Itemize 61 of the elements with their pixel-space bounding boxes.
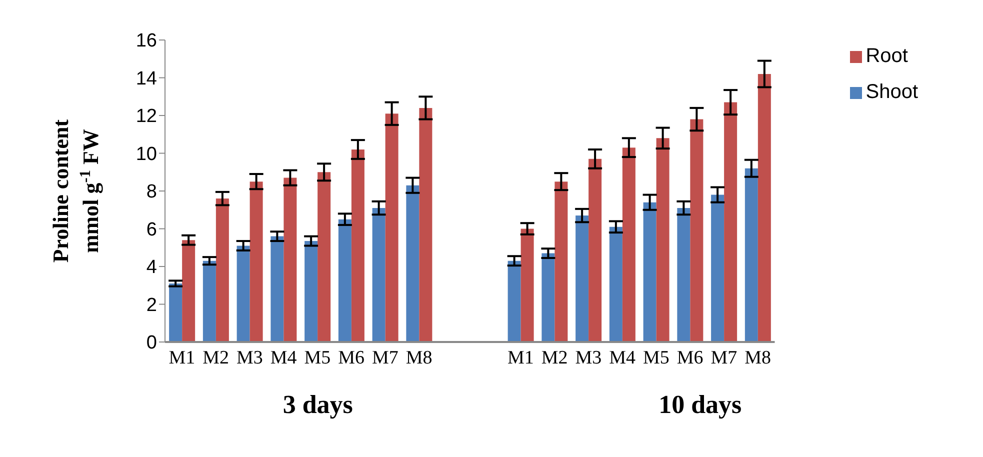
bar	[758, 74, 771, 342]
bar	[202, 260, 216, 342]
bar	[643, 202, 656, 342]
bar	[622, 148, 636, 342]
bar	[338, 219, 352, 342]
x-tick-label: M4	[609, 347, 636, 368]
bar	[542, 253, 555, 342]
bar	[609, 226, 622, 342]
bar	[372, 208, 386, 342]
x-tick-label: M1	[507, 347, 534, 368]
bar	[270, 236, 284, 342]
x-tick-label: M6	[676, 347, 704, 368]
x-tick-label: M5	[304, 347, 331, 368]
bar	[690, 119, 704, 342]
bar	[576, 216, 589, 342]
bar	[677, 208, 690, 342]
text: 10 days	[658, 390, 743, 420]
bar	[284, 178, 297, 342]
bar	[318, 172, 331, 342]
y-tick-label: 16	[136, 30, 157, 52]
bar	[236, 246, 250, 342]
x-tick-label: M4	[270, 347, 298, 368]
bar	[304, 241, 318, 342]
bar	[216, 198, 229, 342]
bar	[419, 108, 432, 342]
y-tick-label: 0	[146, 332, 157, 354]
x-tick-label: M8	[406, 347, 432, 368]
bar	[169, 283, 182, 342]
x-tick-label: M7	[372, 347, 398, 368]
legend-label: Root	[866, 45, 908, 67]
y-tick-label: 10	[136, 144, 157, 165]
x-tick-label: M6	[338, 347, 365, 368]
bar	[508, 260, 521, 342]
x-tick-label: M3	[236, 347, 263, 368]
bar	[385, 114, 398, 342]
bar	[182, 240, 196, 342]
x-tick-label: M2	[541, 347, 568, 368]
y-tick-label: 2	[146, 294, 157, 316]
y-tick-label: 8	[146, 182, 157, 203]
bar	[351, 149, 364, 342]
bar	[588, 158, 602, 342]
y-tick-label: 6	[146, 219, 157, 240]
bar	[711, 194, 724, 342]
y-tick-label: 12	[136, 106, 157, 128]
x-tick-label: M2	[202, 347, 230, 368]
legend-label: Shoot	[866, 81, 918, 103]
text: 3 days	[282, 390, 354, 420]
x-tick-label: M1	[168, 347, 196, 368]
x-tick-label: M7	[710, 347, 738, 368]
bar	[406, 185, 420, 342]
y-tick-label: 14	[136, 68, 158, 90]
bar	[656, 138, 670, 342]
y-tick-label: 4	[146, 257, 158, 278]
x-tick-label: M8	[744, 347, 771, 368]
bar	[744, 168, 758, 342]
x-tick-label: M3	[575, 347, 602, 368]
bar	[724, 102, 738, 342]
x-tick-label: M5	[642, 347, 670, 368]
bar	[520, 228, 534, 342]
bar	[250, 182, 263, 342]
bar	[554, 182, 568, 342]
